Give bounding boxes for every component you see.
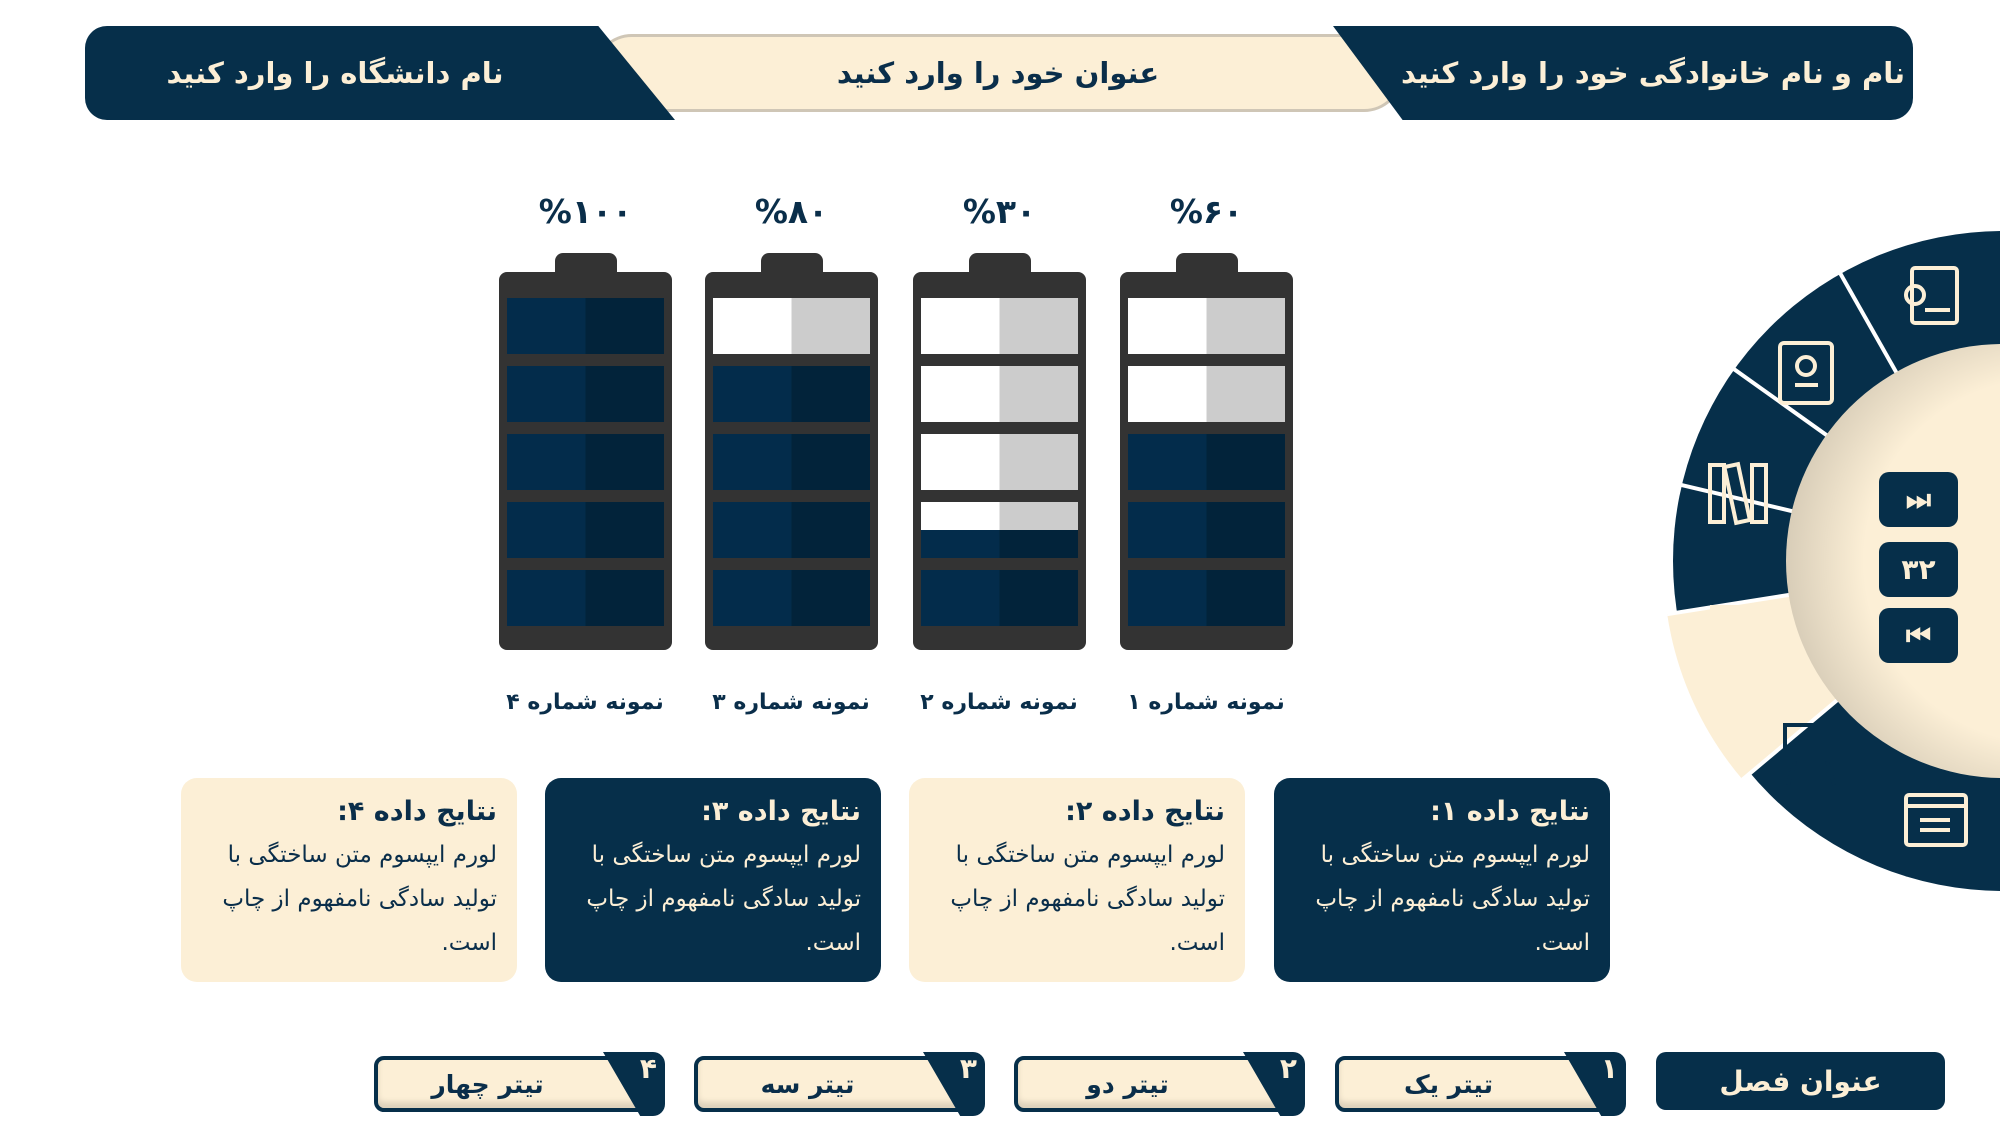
battery-cell-fill bbox=[507, 298, 664, 354]
author-name: نام و نام خانوادگی خود را وارد کنید bbox=[1400, 56, 1906, 90]
chapter-title: عنوان فصل bbox=[1719, 1064, 1882, 1098]
battery-cell bbox=[921, 502, 1078, 558]
card-title: نتایج داده ۴: bbox=[337, 796, 497, 827]
battery-cell bbox=[1128, 434, 1285, 490]
card-text: لورم ایپسوم متن ساختگی با تولید سادگی نا… bbox=[586, 842, 861, 956]
tab-3[interactable]: تیتر سه ۳ bbox=[694, 1052, 985, 1116]
result-card-2: نتایج داده ۲: لورم ایپسوم متن ساختگی با ت… bbox=[909, 778, 1245, 982]
binders-icon[interactable] bbox=[1708, 461, 1768, 526]
card-text: لورم ایپسوم متن ساختگی با تولید سادگی نا… bbox=[222, 842, 497, 956]
battery-cell-fill bbox=[507, 570, 664, 626]
battery-percent-label: %۸۰ bbox=[754, 192, 829, 231]
battery-cell-fill bbox=[713, 502, 870, 558]
battery-cell bbox=[713, 298, 870, 354]
battery-cell bbox=[507, 434, 664, 490]
university-banner: نام دانشگاه را وارد کنید bbox=[85, 26, 675, 120]
tab-label: تیتر چهار bbox=[431, 1069, 544, 1099]
battery-cell bbox=[1128, 570, 1285, 626]
battery-4 bbox=[499, 253, 672, 650]
battery-cell bbox=[921, 434, 1078, 490]
battery-cell bbox=[921, 298, 1078, 354]
battery-percent-label: %۶۰ bbox=[1169, 192, 1244, 231]
fast-forward-icon: ⏭ bbox=[1905, 482, 1932, 516]
result-card-4: نتایج داده ۴: لورم ایپسوم متن ساختگی با ت… bbox=[181, 778, 517, 982]
page-number-text: ۳۲ bbox=[1901, 553, 1936, 586]
presentation-title: عنوان خود را وارد کنید bbox=[836, 56, 1160, 90]
battery-sample-label: نمونه شماره ۱ bbox=[1127, 690, 1285, 715]
chapter-title-button[interactable]: عنوان فصل bbox=[1656, 1052, 1945, 1110]
next-slide-button[interactable]: ⏭ bbox=[1879, 472, 1958, 527]
card-text: لورم ایپسوم متن ساختگی با تولید سادگی نا… bbox=[950, 842, 1225, 956]
battery-sample-label: نمونه شماره ۴ bbox=[506, 690, 664, 715]
card-title: نتایج داده ۳: bbox=[701, 796, 861, 827]
battery-cell-fill bbox=[713, 434, 870, 490]
tab-1[interactable]: تیتر یک ۱ bbox=[1335, 1052, 1626, 1116]
battery-cell bbox=[713, 366, 870, 422]
battery-cell bbox=[713, 570, 870, 626]
battery-body bbox=[705, 272, 878, 650]
battery-cell bbox=[507, 298, 664, 354]
result-card-1: نتایج داده ۱: لورم ایپسوم متن ساختگی با ت… bbox=[1274, 778, 1610, 982]
battery-2 bbox=[913, 253, 1086, 650]
tab-label: تیتر یک bbox=[1403, 1069, 1494, 1099]
battery-body bbox=[499, 272, 672, 650]
battery-cell-fill bbox=[713, 570, 870, 626]
battery-cell bbox=[1128, 502, 1285, 558]
battery-sample-label: نمونه شماره ۳ bbox=[712, 690, 870, 715]
battery-cell-fill bbox=[921, 530, 1078, 558]
battery-cell bbox=[507, 570, 664, 626]
battery-cell bbox=[921, 570, 1078, 626]
battery-cell bbox=[713, 502, 870, 558]
laptop-chart-icon[interactable] bbox=[1703, 605, 1790, 658]
result-card-3: نتایج داده ۳: لورم ایپسوم متن ساختگی با ت… bbox=[545, 778, 881, 982]
battery-cell-fill bbox=[921, 570, 1078, 626]
presentation-board-icon[interactable] bbox=[1783, 723, 1839, 786]
card-text: لورم ایپسوم متن ساختگی با تولید سادگی نا… bbox=[1315, 842, 1590, 956]
gear-notebook-icon[interactable] bbox=[1778, 341, 1834, 405]
card-title: نتایج داده ۱: bbox=[1430, 796, 1590, 827]
battery-cell-fill bbox=[1128, 570, 1285, 626]
battery-cell-fill bbox=[507, 366, 664, 422]
battery-cell-fill bbox=[1128, 434, 1285, 490]
tab-label: تیتر دو bbox=[1086, 1069, 1169, 1099]
battery-sample-label: نمونه شماره ۲ bbox=[920, 690, 1078, 715]
battery-cell bbox=[921, 366, 1078, 422]
tab-4[interactable]: تیتر چهار ۴ bbox=[374, 1052, 665, 1116]
gear-document-icon[interactable] bbox=[1904, 266, 1959, 325]
battery-cell bbox=[713, 434, 870, 490]
battery-cell bbox=[507, 502, 664, 558]
fast-backward-icon: ⏮ bbox=[1905, 618, 1932, 652]
battery-percent-label: %۳۰ bbox=[962, 192, 1037, 231]
author-banner: نام و نام خانوادگی خود را وارد کنید bbox=[1333, 26, 1913, 120]
browser-list-icon[interactable] bbox=[1904, 793, 1968, 847]
battery-1 bbox=[1120, 253, 1293, 650]
battery-body bbox=[1120, 272, 1293, 650]
card-title: نتایج داده ۲: bbox=[1065, 796, 1225, 827]
previous-slide-button[interactable]: ⏮ bbox=[1879, 608, 1958, 663]
battery-cell bbox=[1128, 298, 1285, 354]
page-number: ۳۲ bbox=[1879, 542, 1958, 597]
battery-cell bbox=[1128, 366, 1285, 422]
battery-cell bbox=[507, 366, 664, 422]
university-name: نام دانشگاه را وارد کنید bbox=[166, 56, 504, 90]
battery-cell-fill bbox=[507, 502, 664, 558]
battery-percent-label: %۱۰۰ bbox=[538, 192, 633, 231]
battery-3 bbox=[705, 253, 878, 650]
tab-2[interactable]: تیتر دو ۲ bbox=[1014, 1052, 1305, 1116]
battery-cell-fill bbox=[507, 434, 664, 490]
title-banner: عنوان خود را وارد کنید bbox=[593, 34, 1403, 112]
battery-cell-fill bbox=[1128, 502, 1285, 558]
tab-label: تیتر سه bbox=[760, 1069, 855, 1099]
battery-body bbox=[913, 272, 1086, 650]
battery-cell-fill bbox=[713, 366, 870, 422]
